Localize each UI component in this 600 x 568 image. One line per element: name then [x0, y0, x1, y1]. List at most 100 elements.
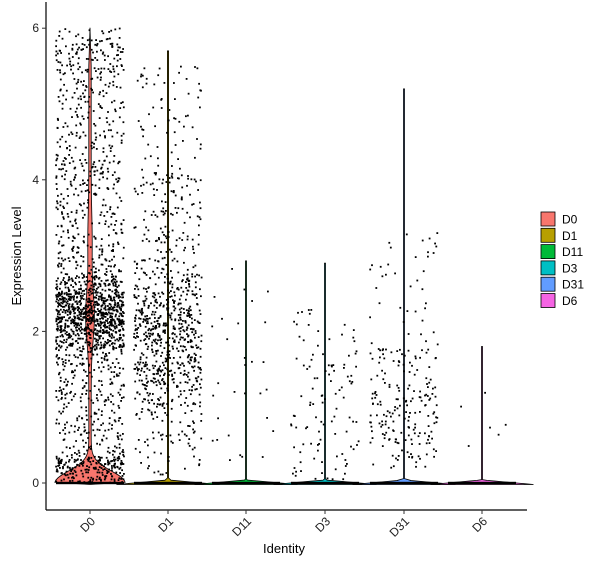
data-point [95, 311, 97, 313]
data-point [55, 206, 58, 209]
data-point [143, 259, 145, 262]
data-point [155, 380, 157, 383]
data-point [71, 330, 74, 333]
data-point [109, 206, 112, 208]
data-point [179, 333, 181, 336]
data-point [114, 264, 116, 266]
data-point [100, 424, 103, 426]
data-point [113, 336, 115, 339]
data-point [161, 405, 164, 407]
data-point [83, 80, 85, 82]
data-point [193, 252, 195, 254]
data-point [340, 386, 343, 389]
data-point [419, 411, 421, 413]
data-point [76, 324, 78, 326]
data-point [191, 273, 194, 276]
data-point [103, 160, 106, 162]
data-point [80, 326, 82, 329]
data-point [60, 330, 63, 333]
data-point [181, 325, 184, 328]
data-point [67, 288, 70, 291]
data-point [171, 378, 174, 381]
data-point [432, 387, 434, 390]
data-point [107, 339, 109, 341]
data-point [61, 290, 63, 293]
data-point [167, 298, 169, 301]
data-point [418, 443, 421, 445]
legend-key [540, 260, 556, 276]
data-point [165, 299, 168, 301]
data-point [61, 175, 63, 178]
data-point [371, 264, 373, 267]
data-point [97, 456, 100, 458]
data-point [182, 350, 185, 353]
data-point [104, 463, 106, 465]
data-point [78, 337, 81, 340]
data-point [114, 445, 116, 448]
data-point [85, 58, 88, 60]
data-point [181, 280, 183, 283]
data-point [75, 283, 77, 286]
data-point [66, 293, 68, 296]
data-point [180, 323, 183, 325]
data-point [161, 182, 164, 185]
data-point [114, 285, 117, 287]
data-point [66, 202, 69, 205]
data-point [77, 316, 80, 319]
data-point [55, 39, 58, 42]
data-point [92, 318, 94, 320]
data-point [139, 317, 142, 320]
data-point [63, 473, 66, 476]
data-point [65, 309, 68, 312]
data-point [140, 184, 142, 187]
data-point [190, 410, 193, 412]
data-point [320, 420, 323, 423]
data-point [309, 404, 311, 406]
data-point [121, 475, 124, 477]
data-point [379, 400, 382, 403]
data-point [86, 70, 89, 73]
data-point [65, 338, 68, 341]
data-point [120, 348, 123, 351]
data-point [182, 320, 184, 322]
data-point [94, 124, 97, 127]
data-point [81, 209, 84, 212]
data-point [176, 211, 178, 214]
data-point [189, 339, 192, 341]
data-point [84, 89, 87, 92]
data-point [87, 460, 90, 462]
data-point [102, 89, 104, 92]
data-point [180, 294, 183, 297]
data-point [106, 298, 109, 301]
data-point [198, 224, 200, 227]
data-point [101, 321, 104, 324]
data-point [166, 307, 168, 310]
data-point [221, 317, 223, 320]
data-point [74, 307, 77, 310]
data-point [164, 193, 166, 196]
data-point [111, 290, 114, 293]
data-point [113, 326, 116, 328]
data-point [58, 262, 61, 265]
data-point [84, 328, 86, 330]
data-point [83, 311, 86, 314]
data-point [85, 441, 87, 444]
data-point [196, 273, 198, 276]
data-point [83, 316, 86, 319]
data-point [67, 380, 69, 383]
data-point [94, 184, 97, 187]
data-point [400, 431, 403, 434]
data-point [112, 453, 114, 456]
data-point [117, 162, 120, 165]
data-point [158, 237, 160, 239]
data-point [160, 98, 163, 100]
data-point [114, 458, 117, 461]
data-point [335, 407, 338, 410]
data-point [84, 134, 87, 137]
data-point [350, 382, 353, 385]
data-point [193, 365, 196, 368]
data-point [101, 474, 104, 476]
data-point [111, 45, 114, 48]
data-point [89, 322, 92, 325]
data-point [101, 30, 104, 33]
